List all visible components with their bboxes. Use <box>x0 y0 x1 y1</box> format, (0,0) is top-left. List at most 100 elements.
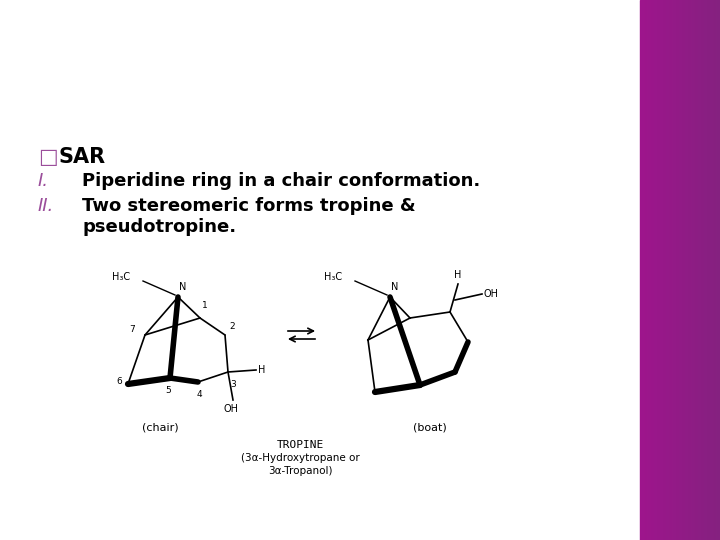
Bar <box>686 0 687 540</box>
Text: TROPINE: TROPINE <box>276 440 323 450</box>
Bar <box>666 0 667 540</box>
Bar <box>644 0 645 540</box>
Text: H: H <box>454 270 462 280</box>
Bar <box>682 0 683 540</box>
Text: 3: 3 <box>230 380 235 389</box>
Bar <box>687 0 688 540</box>
Bar <box>661 0 662 540</box>
Text: (chair): (chair) <box>142 422 179 432</box>
Bar <box>690 0 691 540</box>
Bar <box>671 0 672 540</box>
Bar <box>675 0 676 540</box>
Bar <box>653 0 654 540</box>
Text: II.: II. <box>38 197 54 215</box>
Bar <box>715 0 716 540</box>
Text: OH: OH <box>223 404 238 414</box>
Bar <box>656 0 657 540</box>
Bar <box>674 0 675 540</box>
Bar <box>709 0 710 540</box>
Bar <box>717 0 718 540</box>
Bar <box>651 0 652 540</box>
Bar <box>697 0 698 540</box>
Bar <box>672 0 673 540</box>
Bar <box>640 0 641 540</box>
Bar <box>693 0 694 540</box>
Bar <box>658 0 659 540</box>
Bar <box>691 0 692 540</box>
Bar <box>669 0 670 540</box>
Bar <box>664 0 665 540</box>
Bar <box>719 0 720 540</box>
Bar <box>645 0 646 540</box>
Bar <box>692 0 693 540</box>
Bar <box>641 0 642 540</box>
Bar <box>655 0 656 540</box>
Bar <box>681 0 682 540</box>
Text: 4: 4 <box>196 390 202 399</box>
Text: H₃C: H₃C <box>112 272 130 282</box>
Bar <box>646 0 647 540</box>
Bar <box>677 0 678 540</box>
Bar <box>650 0 651 540</box>
Text: (boat): (boat) <box>413 422 447 432</box>
Bar <box>702 0 703 540</box>
Bar <box>659 0 660 540</box>
Text: 7: 7 <box>130 326 135 334</box>
Text: □: □ <box>38 147 58 167</box>
Text: SAR: SAR <box>58 147 105 167</box>
Text: 5: 5 <box>165 386 171 395</box>
Bar <box>660 0 661 540</box>
Bar <box>652 0 653 540</box>
Bar <box>662 0 663 540</box>
Bar <box>694 0 695 540</box>
Bar <box>695 0 696 540</box>
Text: I.: I. <box>38 172 49 190</box>
Text: Piperidine ring in a chair conformation.: Piperidine ring in a chair conformation. <box>82 172 480 190</box>
Bar <box>685 0 686 540</box>
Bar <box>643 0 644 540</box>
Bar <box>678 0 679 540</box>
Bar <box>708 0 709 540</box>
Bar <box>648 0 649 540</box>
Bar <box>716 0 717 540</box>
Bar <box>718 0 719 540</box>
Bar <box>673 0 674 540</box>
Bar <box>711 0 712 540</box>
Text: N: N <box>179 282 186 292</box>
Bar <box>684 0 685 540</box>
Bar <box>699 0 700 540</box>
Text: H₃C: H₃C <box>324 272 342 282</box>
Bar <box>713 0 714 540</box>
Bar <box>714 0 715 540</box>
Text: pseudotropine.: pseudotropine. <box>82 218 236 236</box>
Bar <box>647 0 648 540</box>
Text: H: H <box>258 365 266 375</box>
Bar <box>642 0 643 540</box>
Text: OH: OH <box>484 289 499 299</box>
Bar <box>683 0 684 540</box>
Bar <box>665 0 666 540</box>
Bar <box>689 0 690 540</box>
Bar <box>710 0 711 540</box>
Bar <box>688 0 689 540</box>
Bar <box>707 0 708 540</box>
Bar <box>680 0 681 540</box>
Bar <box>670 0 671 540</box>
Text: (3α-Hydroxytropane or: (3α-Hydroxytropane or <box>240 453 359 463</box>
Bar <box>701 0 702 540</box>
Bar <box>706 0 707 540</box>
Bar <box>663 0 664 540</box>
Text: 6: 6 <box>116 377 122 387</box>
Bar <box>712 0 713 540</box>
Text: 2: 2 <box>229 322 235 331</box>
Bar <box>676 0 677 540</box>
Text: 3α-Tropanol): 3α-Tropanol) <box>268 466 332 476</box>
Bar <box>654 0 655 540</box>
Bar <box>657 0 658 540</box>
Bar <box>696 0 697 540</box>
Bar <box>668 0 669 540</box>
Bar <box>705 0 706 540</box>
Text: 1: 1 <box>202 301 208 310</box>
Bar <box>667 0 668 540</box>
Text: Two stereomeric forms tropine &: Two stereomeric forms tropine & <box>82 197 415 215</box>
